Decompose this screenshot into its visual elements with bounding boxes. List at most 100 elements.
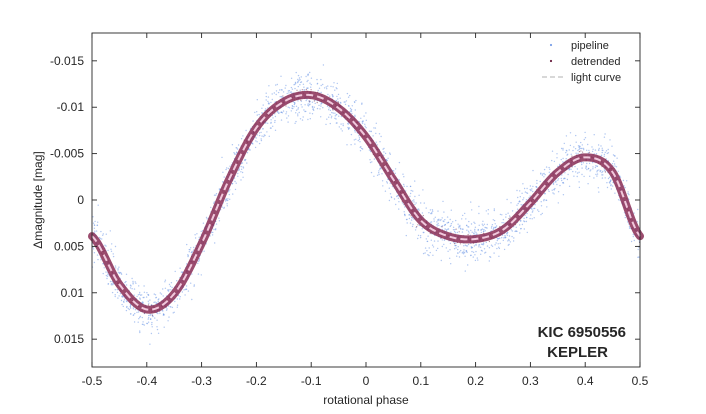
- pipeline-point: [295, 82, 297, 84]
- pipeline-point: [382, 185, 384, 187]
- pipeline-point: [320, 84, 322, 87]
- pipeline-point: [350, 133, 353, 136]
- pipeline-point: [162, 295, 164, 297]
- pipeline-point: [258, 134, 261, 137]
- pipeline-point: [100, 259, 102, 261]
- pipeline-point: [340, 115, 343, 118]
- pipeline-point: [601, 147, 603, 149]
- pipeline-point: [299, 118, 302, 120]
- pipeline-point: [171, 306, 174, 309]
- pipeline-point: [124, 281, 126, 284]
- detrended-point: [441, 226, 443, 228]
- pipeline-point: [491, 245, 494, 247]
- pipeline-point: [560, 177, 562, 180]
- legend-label-detrended: detrended: [571, 56, 621, 68]
- pipeline-point: [591, 161, 594, 164]
- pipeline-point: [557, 179, 559, 181]
- pipeline-point: [376, 174, 379, 176]
- pipeline-point: [329, 122, 331, 125]
- pipeline-point: [306, 87, 308, 89]
- pipeline-point: [494, 227, 496, 229]
- pipeline-point: [187, 290, 190, 292]
- pipeline-point: [297, 108, 299, 110]
- pipeline-point: [303, 86, 305, 88]
- pipeline-point: [436, 221, 438, 223]
- pipeline-point: [193, 285, 195, 287]
- pipeline-point: [138, 293, 141, 295]
- pipeline-point: [373, 127, 375, 129]
- pipeline-point: [539, 180, 541, 183]
- pipeline-point: [139, 331, 141, 334]
- pipeline-point: [164, 279, 167, 281]
- pipeline-point: [236, 147, 238, 149]
- pipeline-point: [383, 154, 385, 156]
- pipeline-point: [491, 224, 494, 226]
- pipeline-point: [368, 130, 371, 132]
- pipeline-point: [321, 102, 323, 105]
- pipeline-point: [344, 103, 347, 106]
- pipeline-point: [475, 244, 477, 246]
- pipeline-point: [119, 272, 121, 274]
- pipeline-point: [454, 232, 457, 234]
- pipeline-point: [118, 295, 120, 297]
- pipeline-point: [470, 201, 472, 203]
- pipeline-point: [612, 154, 615, 156]
- pipeline-point: [270, 119, 272, 121]
- pipeline-point: [147, 294, 150, 296]
- pipeline-point: [410, 189, 412, 192]
- pipeline-point: [474, 259, 477, 262]
- pipeline-point: [565, 151, 567, 154]
- pipeline-point: [134, 309, 137, 311]
- pipeline-point: [637, 248, 639, 251]
- pipeline-point: [234, 153, 236, 155]
- y-tick-label: -0.015: [50, 54, 84, 68]
- pipeline-point: [521, 192, 523, 194]
- pipeline-point: [508, 235, 511, 237]
- pipeline-point: [414, 229, 417, 231]
- x-axis-label: rotational phase: [323, 393, 409, 407]
- pipeline-point: [337, 98, 339, 100]
- pipeline-point: [288, 90, 291, 92]
- pipeline-point: [486, 227, 488, 229]
- pipeline-point: [130, 313, 132, 315]
- pipeline-point: [298, 77, 301, 79]
- pipeline-point: [433, 240, 436, 242]
- pipeline-point: [265, 95, 267, 98]
- pipeline-point: [478, 244, 480, 246]
- pipeline-point: [120, 299, 123, 302]
- pipeline-point: [235, 182, 237, 184]
- pipeline-point: [339, 97, 341, 99]
- pipeline-point: [320, 116, 322, 118]
- pipeline-point: [134, 312, 136, 315]
- pipeline-point: [117, 271, 120, 273]
- pipeline-point: [622, 179, 625, 182]
- pipeline-point: [556, 157, 558, 159]
- pipeline-point: [373, 158, 376, 160]
- pipeline-point: [361, 121, 363, 123]
- pipeline-point: [510, 202, 512, 204]
- pipeline-point: [557, 178, 560, 180]
- pipeline-point: [529, 188, 531, 191]
- pipeline-point: [320, 103, 322, 105]
- pipeline-point: [138, 318, 140, 320]
- pipeline-point: [282, 91, 285, 93]
- pipeline-point: [381, 180, 384, 182]
- pipeline-point: [200, 230, 202, 233]
- pipeline-point: [553, 193, 555, 195]
- pipeline-point: [304, 110, 306, 113]
- pipeline-point: [506, 198, 508, 201]
- pipeline-point: [375, 132, 377, 135]
- pipeline-point: [580, 161, 583, 164]
- pipeline-point: [474, 222, 476, 225]
- pipeline-point: [480, 231, 482, 234]
- pipeline-point: [540, 205, 543, 207]
- pipeline-point: [97, 221, 99, 223]
- pipeline-point: [196, 233, 198, 235]
- pipeline-point: [168, 316, 170, 318]
- pipeline-point: [132, 314, 134, 316]
- pipeline-point: [411, 200, 414, 202]
- pipeline-point: [464, 255, 466, 257]
- pipeline-point: [267, 100, 269, 103]
- pipeline-point: [437, 247, 439, 250]
